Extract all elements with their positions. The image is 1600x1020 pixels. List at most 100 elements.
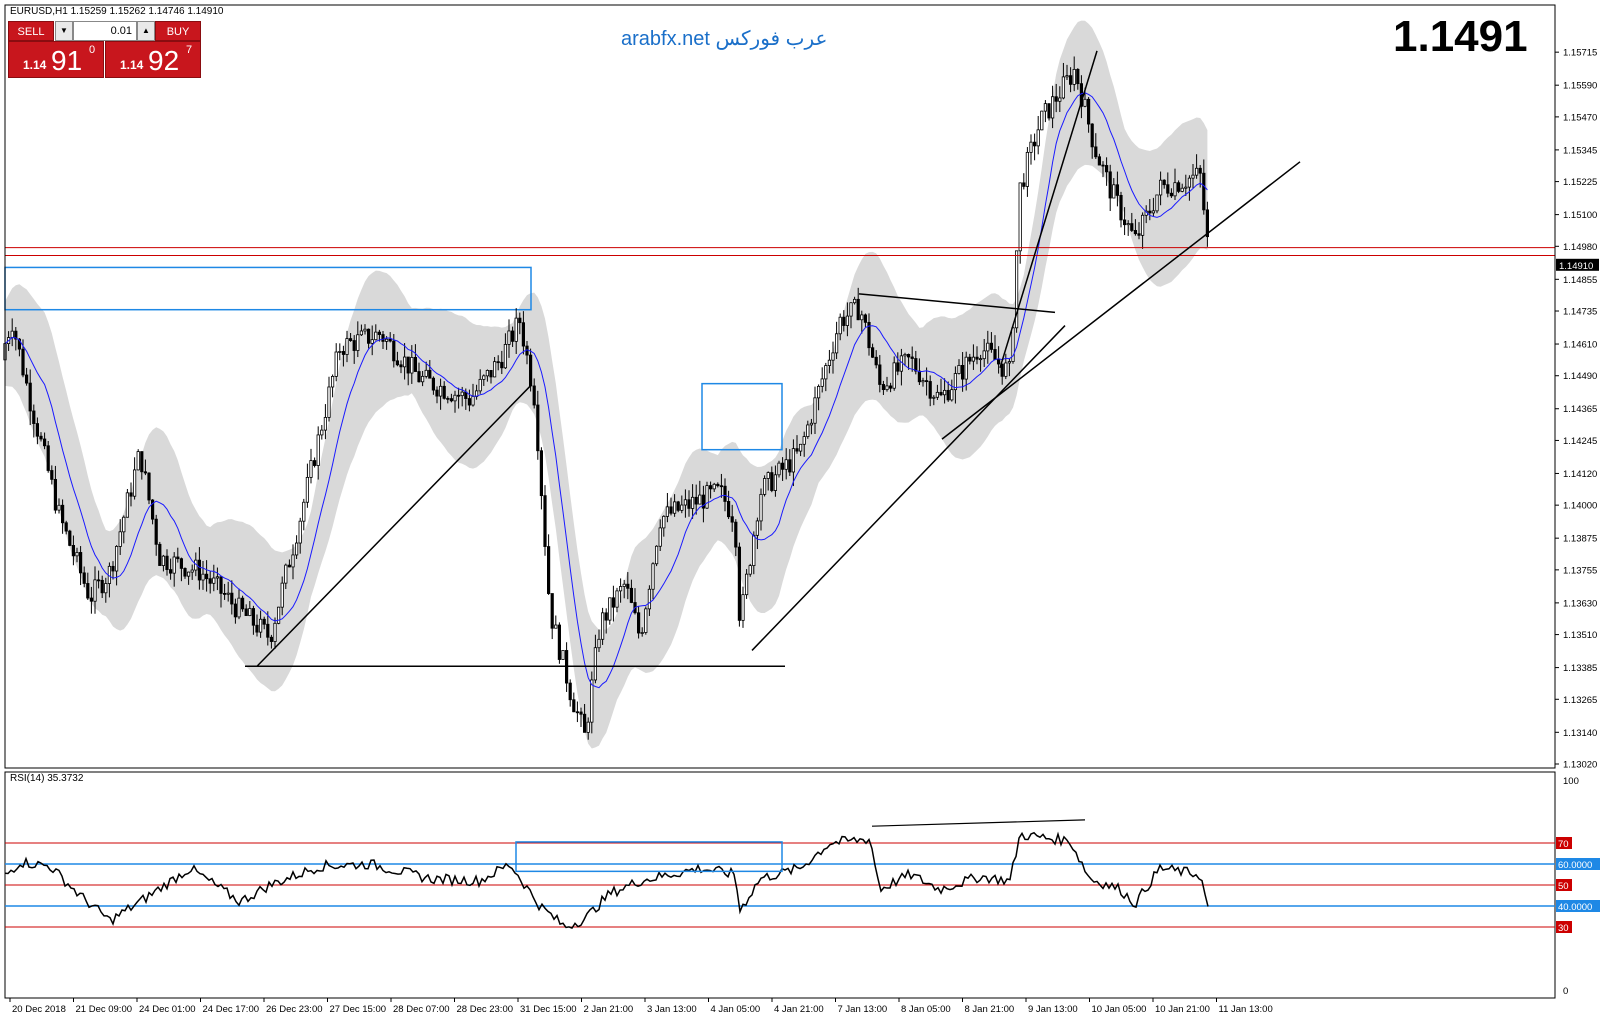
candle-body: [640, 632, 644, 634]
candle-body: [1033, 141, 1037, 147]
candle-body: [392, 340, 396, 362]
rsi-level-marker: [1556, 879, 1572, 891]
candle-body: [1072, 68, 1076, 85]
candle-body: [1029, 141, 1033, 153]
buy-button[interactable]: BUY: [155, 21, 201, 41]
candle-body: [334, 351, 338, 377]
candle-body: [655, 545, 659, 565]
candle-body: [903, 354, 907, 357]
candle-body: [273, 622, 277, 642]
candle-body: [388, 338, 392, 342]
candle-body: [871, 347, 875, 358]
candle-body: [601, 612, 605, 640]
candle-body: [413, 357, 418, 372]
candle-body: [147, 472, 151, 501]
candle-body: [730, 516, 734, 523]
candle-body: [215, 576, 219, 579]
candle-body: [680, 504, 684, 511]
candle-body: [201, 573, 205, 581]
candle-body: [824, 365, 828, 380]
candle-body: [860, 314, 864, 321]
candle-body: [928, 381, 932, 399]
price-tick-label: 1.13875: [1563, 534, 1597, 545]
candle-body: [50, 470, 54, 480]
candle-body: [233, 603, 237, 618]
candle-body: [914, 358, 918, 372]
candle-body: [348, 338, 353, 341]
lot-dropdown-icon[interactable]: ▼: [55, 21, 73, 41]
price-tick-label: 1.14120: [1563, 469, 1597, 480]
candle-body: [291, 554, 295, 568]
candle-body: [435, 389, 439, 397]
candle-body: [921, 380, 925, 383]
candle-body: [482, 375, 486, 380]
candle-body: [143, 471, 147, 474]
candle-body: [795, 448, 799, 452]
rsi-layer: 70 60.0000 50 40.0000 30 100 0: [4, 776, 1600, 997]
lot-increase-icon[interactable]: ▲: [137, 21, 155, 41]
candle-body: [1097, 156, 1101, 166]
candle-body: [438, 385, 443, 397]
time-tick-label: 10 Jan 05:00: [1092, 1004, 1147, 1015]
time-tick-label: 9 Jan 13:00: [1028, 1004, 1078, 1015]
candle-body: [500, 361, 504, 369]
candle-body: [781, 462, 785, 470]
candle-body: [784, 459, 788, 470]
candle-body: [712, 483, 716, 490]
candle-body: [17, 338, 22, 350]
rsi-level-label: 30: [1558, 923, 1569, 934]
candle-body: [1105, 165, 1109, 173]
candle-body: [759, 493, 763, 522]
candle-body: [449, 398, 454, 402]
sell-button[interactable]: SELL: [8, 21, 54, 41]
candle-body: [647, 588, 652, 610]
candle-body: [910, 356, 914, 359]
time-tick-label: 2 Jan 21:00: [584, 1004, 634, 1015]
rsi-level-label: 60.0000: [1558, 860, 1592, 871]
rsi-level-marker: [1556, 837, 1572, 849]
candle-body: [957, 365, 961, 374]
candle-body: [745, 573, 749, 596]
candle-body: [330, 376, 335, 388]
candle-body: [889, 385, 893, 389]
candle-body: [557, 624, 562, 660]
candle-body: [1202, 172, 1206, 211]
candle-body: [154, 518, 158, 545]
candle-body: [1173, 182, 1177, 197]
candle-body: [1094, 146, 1098, 158]
sell-price-box[interactable]: 1.14 91 0: [8, 41, 104, 78]
time-tick-label: 10 Jan 21:00: [1155, 1004, 1210, 1015]
candle-body: [118, 531, 122, 547]
candle-body: [1083, 98, 1087, 107]
candle-body: [489, 370, 493, 378]
site-brand-text: arabfx.net عرب فوركس: [621, 28, 828, 50]
price-tick-label: 1.15590: [1563, 81, 1597, 92]
candle-body: [381, 334, 385, 342]
lot-size-input[interactable]: 0.01: [73, 21, 137, 41]
candle-body: [1025, 151, 1029, 187]
candle-body: [925, 380, 929, 383]
price-tick-label: 1.14490: [1563, 371, 1597, 382]
candle-body: [424, 369, 428, 377]
candle-body: [453, 394, 457, 402]
candle-body: [1015, 250, 1019, 329]
candle-body: [305, 477, 310, 503]
candle-body: [471, 396, 475, 406]
candle-body: [86, 583, 90, 599]
candle-body: [827, 359, 832, 366]
rsi-scale-label: 100: [1563, 776, 1579, 787]
candle-body: [579, 711, 583, 715]
sell-price-prefix: 1.14: [23, 58, 47, 72]
candle-body: [583, 713, 587, 733]
candle-body: [547, 546, 551, 594]
time-tick-label: 24 Dec 01:00: [139, 1004, 196, 1015]
candle-body: [190, 569, 194, 573]
buy-price-box[interactable]: 1.14 92 7: [105, 41, 201, 78]
candle-body: [1054, 96, 1058, 102]
trendline: [858, 293, 1056, 314]
candle-body: [53, 478, 58, 511]
candle-body: [140, 451, 144, 473]
candle-body: [248, 608, 252, 617]
buy-price-fraction: 7: [186, 44, 193, 56]
